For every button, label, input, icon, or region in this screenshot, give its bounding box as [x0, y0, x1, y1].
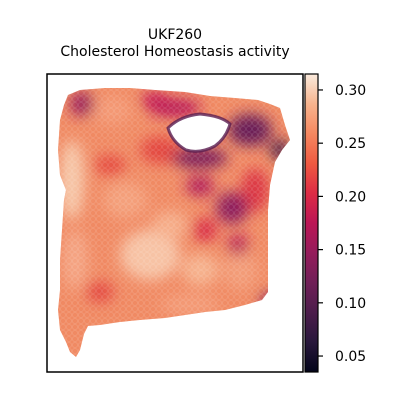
colorbar-tick-label: 0.30: [335, 83, 366, 99]
chart-subtitle: Cholesterol Homeostasis activity: [60, 44, 289, 60]
colorbar: 0.05 0.10 0.15 0.20 0.25 0.30: [304, 73, 366, 373]
hole-rim: [166, 112, 232, 153]
spatial-heatmap: [46, 73, 304, 373]
colorbar-tick-label: 0.10: [335, 296, 366, 312]
colorbar-tick-label: 0.25: [335, 136, 366, 152]
colorbar-ticks: 0.05 0.10 0.15 0.20 0.25 0.30: [318, 83, 366, 365]
chart-title: UKF260: [148, 27, 202, 43]
colorbar-tick-label: 0.20: [335, 189, 366, 205]
spot-texture: [58, 88, 290, 357]
colorbar-tick-label: 0.05: [335, 349, 366, 365]
plot-frame: [46, 73, 304, 373]
colorbar-tick-label: 0.15: [335, 243, 366, 259]
colorbar-gradient: [304, 73, 319, 373]
